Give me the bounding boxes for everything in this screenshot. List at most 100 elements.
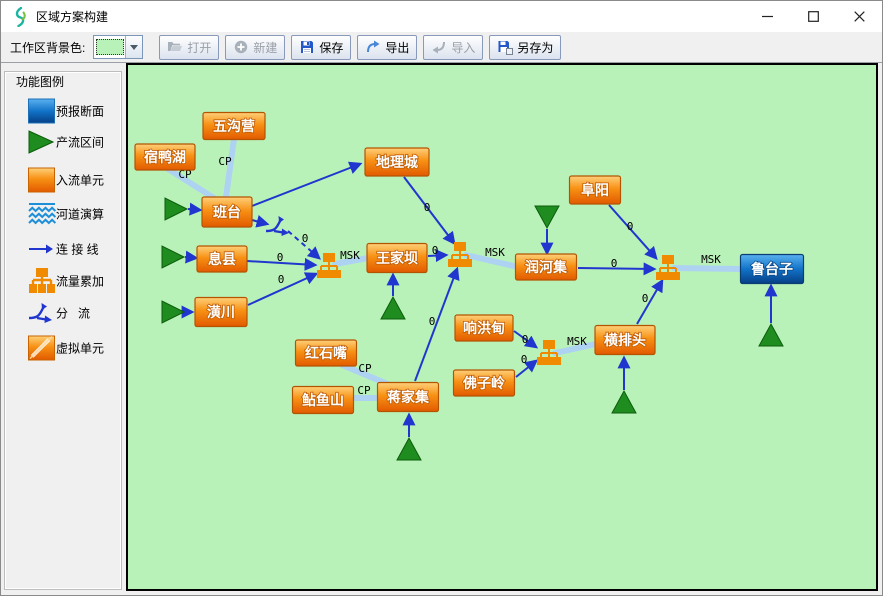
node-label: 响洪甸 bbox=[463, 320, 505, 336]
legend-item-label: 分 流 bbox=[56, 306, 91, 321]
color-swatch-area[interactable] bbox=[94, 36, 126, 58]
main-area: 功能图例 预报断面 产流区间 入流单元 河道演算连 接 线流量累加分 流虚拟单元 bbox=[1, 63, 882, 595]
flow-node[interactable]: 地理城 bbox=[364, 147, 430, 177]
connection-arrow[interactable] bbox=[247, 272, 319, 306]
save-as-button[interactable]: 另存为 bbox=[489, 34, 562, 60]
node-label: 息县 bbox=[208, 251, 236, 267]
connection-arrow[interactable] bbox=[246, 257, 318, 271]
flow-node[interactable]: 鲇鱼山 bbox=[291, 385, 355, 415]
open-button[interactable]: 打开 bbox=[159, 34, 220, 60]
edge-labels-layer: CP CP 0 0 0 MSK 0 0 0 MSK 0 0 0 MSK CP CP 0 0 MSK bbox=[178, 155, 721, 397]
legend-item-label: 流量累加 bbox=[56, 274, 105, 289]
edges-layer bbox=[165, 136, 778, 437]
save-floppy-icon bbox=[299, 39, 315, 55]
flow-node[interactable]: 阜阳 bbox=[568, 175, 622, 205]
maximize-button[interactable] bbox=[790, 1, 836, 32]
inflow-square-icon bbox=[28, 167, 55, 193]
runoff-triangle-icon bbox=[28, 130, 54, 154]
virtual-square-icon bbox=[28, 335, 55, 361]
routing-link[interactable] bbox=[332, 255, 371, 267]
flow-node[interactable]: 润河集 bbox=[514, 253, 578, 281]
new-button[interactable]: 新建 bbox=[225, 34, 286, 60]
flow-node[interactable]: 王家坝 bbox=[366, 242, 428, 274]
connection-arrow[interactable] bbox=[414, 266, 460, 382]
minimize-button[interactable] bbox=[744, 1, 790, 32]
routing-link[interactable] bbox=[165, 166, 217, 201]
legend-item-label: 虚拟单元 bbox=[56, 341, 105, 356]
runoff-triangle-symbol[interactable] bbox=[164, 197, 189, 221]
connection-arrow[interactable] bbox=[608, 204, 658, 260]
node-label: 潢川 bbox=[207, 304, 235, 320]
edge-label: 0 bbox=[432, 244, 439, 257]
forecast-node[interactable]: 鲁台子 bbox=[739, 253, 805, 285]
save-button[interactable]: 保存 bbox=[291, 34, 352, 60]
connection-arrow[interactable] bbox=[515, 359, 539, 378]
routing-link[interactable] bbox=[339, 362, 393, 388]
flow-node[interactable]: 响洪甸 bbox=[454, 314, 514, 342]
export-button[interactable]: 导出 bbox=[357, 34, 418, 60]
flow-node[interactable]: 佛子岭 bbox=[452, 369, 516, 397]
legend-item-split: 分 流 bbox=[5, 298, 130, 328]
connection-arrow[interactable] bbox=[251, 215, 270, 228]
legend-sidebar: 功能图例 预报断面 产流区间 入流单元 河道演算连 接 线流量累加分 流虚拟单元 bbox=[1, 63, 126, 595]
runoff-triangle-symbol[interactable] bbox=[611, 389, 637, 414]
flow-accumulator-symbol[interactable] bbox=[317, 253, 341, 278]
legend-item-forecast: 预报断面 bbox=[5, 96, 130, 126]
connection-arrow[interactable] bbox=[636, 278, 664, 325]
saveas-floppy-icon bbox=[497, 39, 514, 55]
connection-arrow[interactable] bbox=[403, 176, 456, 246]
scheme-canvas[interactable]: CP CP 0 0 0 MSK 0 0 0 MSK 0 0 0 MSK CP CP 0 0 MSK 宿鸭湖 五沟营班台… bbox=[126, 63, 878, 591]
connection-arrow[interactable] bbox=[251, 161, 363, 207]
window-title: 区域方案构建 bbox=[36, 10, 109, 24]
runoff-triangle-symbol[interactable] bbox=[758, 322, 784, 347]
connection-arrow[interactable] bbox=[184, 250, 199, 264]
legend-groupbox: 功能图例 预报断面 产流区间 入流单元 河道演算连 接 线流量累加分 流虚拟单元 bbox=[4, 71, 122, 590]
import-button-label: 导入 bbox=[451, 40, 476, 55]
edge-label: CP bbox=[178, 168, 192, 181]
close-button[interactable] bbox=[836, 1, 882, 32]
flow-node[interactable]: 横排头 bbox=[594, 324, 656, 356]
runoff-triangle-symbol[interactable] bbox=[161, 245, 186, 269]
edge-label: CP bbox=[218, 155, 232, 168]
routing-link[interactable] bbox=[463, 252, 521, 270]
flow-accumulator-symbol[interactable] bbox=[656, 255, 680, 280]
edge-label: 0 bbox=[302, 232, 309, 245]
flow-node[interactable]: 蒋家集 bbox=[376, 381, 440, 413]
legend-item-routing: 河道演算 bbox=[5, 199, 130, 229]
runoff-triangle-symbol[interactable] bbox=[380, 295, 406, 320]
node-label: 王家坝 bbox=[376, 250, 418, 266]
save-as-button-label: 另存为 bbox=[517, 40, 554, 55]
node-label: 宿鸭湖 bbox=[144, 149, 186, 165]
flow-node[interactable]: 宿鸭湖 bbox=[134, 143, 196, 171]
connection-arrow[interactable] bbox=[427, 249, 449, 263]
routing-link[interactable] bbox=[223, 136, 237, 200]
node-label: 班台 bbox=[213, 204, 241, 220]
legend-item-label: 预报断面 bbox=[56, 104, 105, 119]
connection-arrow[interactable] bbox=[577, 262, 657, 276]
flow-node[interactable]: 息县 bbox=[196, 245, 248, 273]
chevron-down-icon[interactable] bbox=[125, 36, 143, 58]
connection-arrow[interactable] bbox=[187, 202, 203, 216]
connection-arrow[interactable] bbox=[513, 330, 539, 349]
toolbar: 工作区背景色: 打开 新建 保存 导出 导入 另存为 bbox=[1, 32, 882, 63]
workspace-color-picker[interactable] bbox=[93, 35, 144, 59]
connection-arrow[interactable] bbox=[287, 230, 321, 260]
node-label: 横排头 bbox=[604, 332, 646, 348]
flow-node[interactable]: 五沟营 bbox=[202, 111, 266, 141]
runoff-triangle-symbol[interactable] bbox=[396, 436, 422, 461]
node-label: 五沟营 bbox=[213, 118, 255, 134]
color-swatch[interactable] bbox=[95, 39, 124, 55]
runoff-triangle-symbol[interactable] bbox=[534, 205, 560, 230]
flow-node[interactable]: 潢川 bbox=[194, 296, 248, 328]
routing-link[interactable] bbox=[671, 265, 745, 272]
flow-node[interactable]: 班台 bbox=[201, 196, 253, 228]
flow-node[interactable]: 红石嘴 bbox=[294, 339, 358, 367]
import-button[interactable]: 导入 bbox=[423, 34, 484, 60]
flow-accumulator-symbol[interactable] bbox=[537, 340, 561, 365]
flow-accumulator-symbol[interactable] bbox=[448, 242, 472, 267]
runoff-triangle-symbol[interactable] bbox=[161, 300, 186, 324]
routing-link[interactable] bbox=[552, 341, 599, 356]
app-logo-icon bbox=[12, 6, 28, 27]
flow-splitter-symbol[interactable] bbox=[265, 216, 289, 236]
